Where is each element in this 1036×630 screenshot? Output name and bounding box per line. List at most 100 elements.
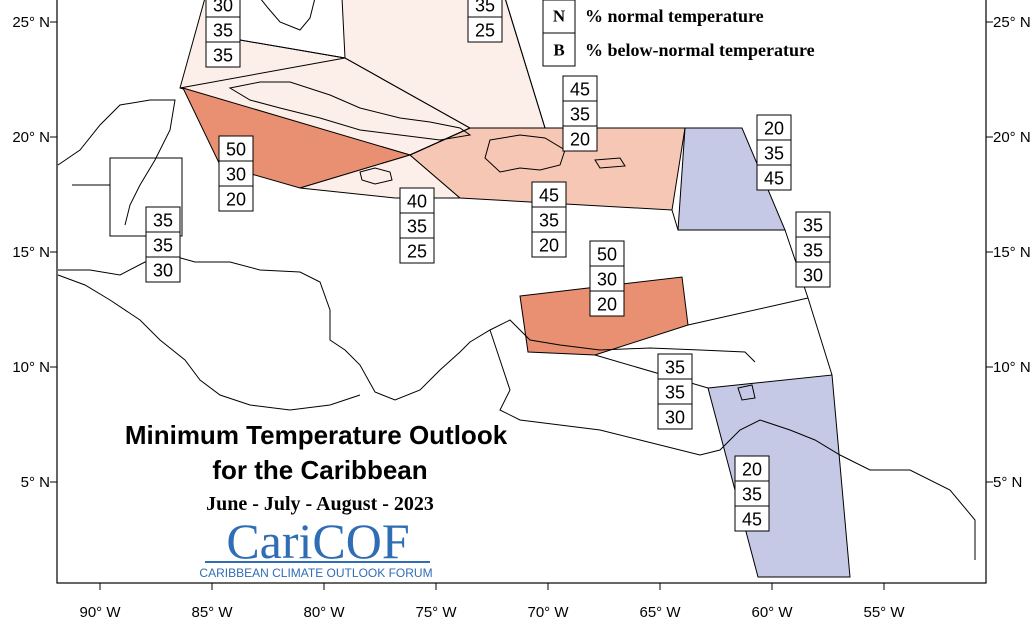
lon-label: 60° W bbox=[751, 604, 793, 621]
value-text: 30 bbox=[226, 165, 246, 185]
value-cell bbox=[205, 41, 241, 68]
lat-label-left: 15° N bbox=[12, 244, 50, 261]
lat-label-left: 25° N bbox=[12, 14, 50, 31]
value-cell bbox=[589, 240, 625, 267]
value-text: 50 bbox=[226, 140, 246, 160]
value-text: 25 bbox=[475, 21, 495, 41]
value-text: 20 bbox=[764, 119, 784, 139]
trinidad-coast bbox=[737, 384, 756, 401]
legend-key-normal: N bbox=[553, 7, 566, 26]
lat-label-right: 20° N bbox=[993, 129, 1031, 146]
value-text: 30 bbox=[153, 261, 173, 281]
value-stack-windward-islands: 35 35 30 bbox=[795, 211, 831, 288]
value-stack-guianas: 20 35 45 bbox=[734, 455, 770, 532]
value-cell bbox=[399, 237, 435, 264]
value-cell bbox=[562, 75, 598, 102]
value-stack-western-cuba: 50 30 20 bbox=[218, 135, 254, 212]
jamaica-coast bbox=[359, 167, 393, 185]
legend-key-below: B bbox=[553, 41, 564, 60]
lon-label: 80° W bbox=[303, 604, 345, 621]
legend: N % normal temperature B % below-normal … bbox=[542, 0, 815, 67]
cuba-coast bbox=[228, 81, 472, 141]
lon-label: 65° W bbox=[639, 604, 681, 621]
value-cell bbox=[734, 480, 770, 507]
puerto-rico-coast bbox=[594, 157, 626, 169]
value-text: 30 bbox=[665, 408, 685, 428]
lon-label: 75° W bbox=[415, 604, 457, 621]
value-text: 35 bbox=[803, 216, 823, 236]
value-stack-bahamas-north: 30 35 35 bbox=[205, 0, 241, 68]
value-text: 40 bbox=[407, 192, 427, 212]
lat-label-left: 10° N bbox=[12, 359, 50, 376]
legend-text-below: % below-normal temperature bbox=[585, 40, 815, 60]
value-text: 20 bbox=[539, 236, 559, 256]
value-text: 35 bbox=[665, 358, 685, 378]
value-text: 20 bbox=[597, 295, 617, 315]
value-text: 20 bbox=[570, 130, 590, 150]
longitude-labels: 90° W 85° W 80° W 75° W 70° W 65° W 60° W 55° W bbox=[79, 604, 905, 621]
latitude-labels-right: 25° N 20° N 15° N 10° N 5° N bbox=[993, 14, 1031, 491]
value-text: 45 bbox=[539, 186, 559, 206]
florida-coast bbox=[260, 0, 316, 31]
value-cell bbox=[756, 139, 792, 166]
value-cell bbox=[795, 261, 831, 288]
value-cell bbox=[531, 231, 567, 258]
value-cell bbox=[145, 256, 181, 283]
value-cell bbox=[145, 206, 181, 233]
logo-tagline: CARIBBEAN CLIMATE OUTLOOK FORUM bbox=[199, 566, 432, 580]
value-text: 30 bbox=[597, 270, 617, 290]
map-period: June - July - August - 2023 bbox=[206, 493, 434, 515]
yucatan-coast bbox=[57, 99, 176, 226]
value-text: 45 bbox=[570, 80, 590, 100]
pacific-coast bbox=[57, 274, 361, 411]
value-cell bbox=[562, 125, 598, 152]
hispaniola-coast bbox=[484, 134, 566, 173]
value-text: 50 bbox=[597, 245, 617, 265]
value-text: 30 bbox=[803, 266, 823, 286]
value-text: 45 bbox=[742, 510, 762, 530]
lon-label: 55° W bbox=[863, 604, 905, 621]
value-stack-abc-islands: 50 30 20 bbox=[589, 240, 625, 317]
value-cell bbox=[756, 164, 792, 191]
legend-text-normal: % normal temperature bbox=[585, 6, 764, 26]
value-text: 35 bbox=[764, 144, 784, 164]
value-cell bbox=[467, 16, 503, 43]
lon-label: 85° W bbox=[191, 604, 233, 621]
value-cell bbox=[531, 181, 567, 208]
value-stack-belize: 35 35 30 bbox=[145, 206, 181, 283]
value-text: 35 bbox=[742, 485, 762, 505]
value-text: 35 bbox=[153, 211, 173, 231]
value-text: 35 bbox=[665, 383, 685, 403]
lat-label-right: 15° N bbox=[993, 244, 1031, 261]
value-stack-hispaniola: 45 35 20 bbox=[531, 181, 567, 258]
value-text: 35 bbox=[570, 105, 590, 125]
value-cell bbox=[205, 16, 241, 43]
value-text: 45 bbox=[764, 169, 784, 189]
lon-label: 70° W bbox=[527, 604, 569, 621]
axis-ticks bbox=[50, 21, 993, 590]
value-cell bbox=[218, 135, 254, 162]
value-text: 35 bbox=[213, 46, 233, 66]
value-cell bbox=[218, 185, 254, 212]
value-text: 25 bbox=[407, 242, 427, 262]
map-title-line1: Minimum Temperature Outlook bbox=[125, 420, 508, 450]
lat-label-right: 10° N bbox=[993, 359, 1031, 376]
central-america-coast bbox=[58, 254, 756, 401]
value-text: 35 bbox=[475, 0, 495, 16]
value-cell bbox=[657, 403, 693, 430]
value-text: 35 bbox=[213, 21, 233, 41]
value-text: 20 bbox=[742, 460, 762, 480]
coastlines bbox=[57, 0, 976, 560]
value-cell bbox=[657, 378, 693, 405]
value-stack-leeward-islands: 20 35 45 bbox=[756, 114, 792, 191]
caricof-logo: CariCOF CARIBBEAN CLIMATE OUTLOOK FORUM bbox=[199, 513, 432, 580]
value-text: 35 bbox=[803, 241, 823, 261]
value-cell bbox=[589, 290, 625, 317]
legend-key-box-normal bbox=[542, 0, 576, 34]
legend-key-box-below bbox=[542, 32, 576, 67]
logo-wordmark: CariCOF bbox=[226, 513, 409, 569]
lon-label: 90° W bbox=[79, 604, 121, 621]
value-text: 35 bbox=[153, 236, 173, 256]
